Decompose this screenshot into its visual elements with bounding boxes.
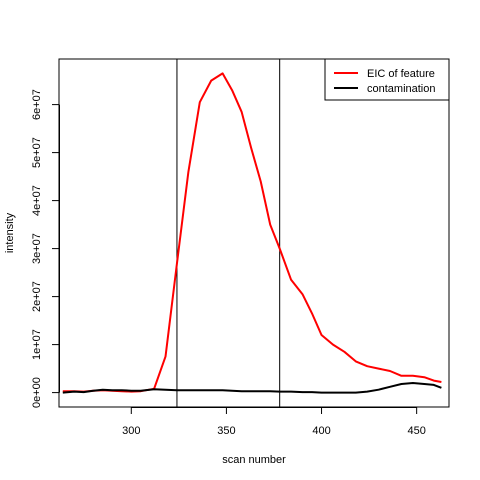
series-layer <box>62 72 442 394</box>
series-line-contamination <box>62 382 442 394</box>
y-axis: 0e+00 1e+07 2e+07 3e+07 4e+07 5e+07 6e+07 <box>31 89 60 408</box>
legend: EIC of feature contamination <box>324 58 450 101</box>
x-tick-label: 300 <box>122 425 140 437</box>
legend-label-eic: EIC of feature <box>367 68 435 80</box>
legend-label-contamination: contamination <box>367 83 436 95</box>
peak-boundaries <box>176 59 281 407</box>
x-tick-label: 400 <box>312 425 330 437</box>
y-tick-label: 1e+07 <box>31 329 43 360</box>
x-axis: 300 350 400 450 <box>122 407 426 437</box>
y-tick-label: 0e+00 <box>31 377 43 408</box>
y-tick-label: 3e+07 <box>31 233 43 264</box>
y-tick-label: 5e+07 <box>31 137 43 168</box>
y-tick-label: 2e+07 <box>31 281 43 312</box>
x-tick-label: 350 <box>217 425 235 437</box>
x-tick-label: 450 <box>407 425 425 437</box>
x-axis-title: scan number <box>222 454 286 466</box>
y-axis-title: intensity <box>4 212 16 253</box>
y-tick-label: 4e+07 <box>31 185 43 216</box>
y-tick-label: 6e+07 <box>31 89 43 120</box>
legend-box <box>324 58 450 101</box>
